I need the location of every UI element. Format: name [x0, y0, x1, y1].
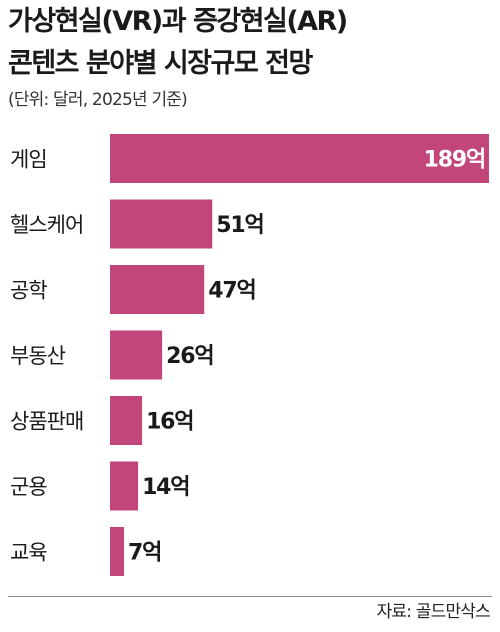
bar [110, 265, 205, 314]
category-label: 군용 [10, 475, 47, 499]
chart-unit-note: (단위: 달러, 2025년 기준) [8, 90, 188, 110]
bar [110, 396, 143, 445]
category-label: 공학 [10, 279, 47, 303]
chart-title-line-1: 가상현실(VR)과 증강현실(AR) [8, 6, 348, 37]
value-label: 7억 [128, 541, 161, 566]
category-label: 교육 [10, 541, 47, 565]
bar [110, 330, 163, 380]
bar [110, 461, 139, 511]
value-label: 47억 [208, 279, 255, 304]
category-label: 헬스케어 [10, 213, 83, 237]
bar [110, 527, 125, 576]
value-label: 51억 [216, 213, 263, 238]
category-label: 상품판매 [10, 410, 83, 434]
source-divider [8, 596, 492, 597]
value-label: 26억 [166, 344, 213, 369]
chart-title-line-2: 콘텐츠 분야별 시장규모 전망 [8, 48, 313, 79]
category-label: 게임 [10, 148, 47, 172]
category-label: 부동산 [10, 344, 66, 368]
value-label: 16억 [146, 410, 193, 435]
bar [110, 199, 213, 249]
source-credit: 자료: 골드만삭스 [376, 602, 491, 622]
value-label: 14억 [142, 475, 189, 500]
bar [110, 134, 489, 183]
value-label: 189억 [424, 148, 485, 173]
